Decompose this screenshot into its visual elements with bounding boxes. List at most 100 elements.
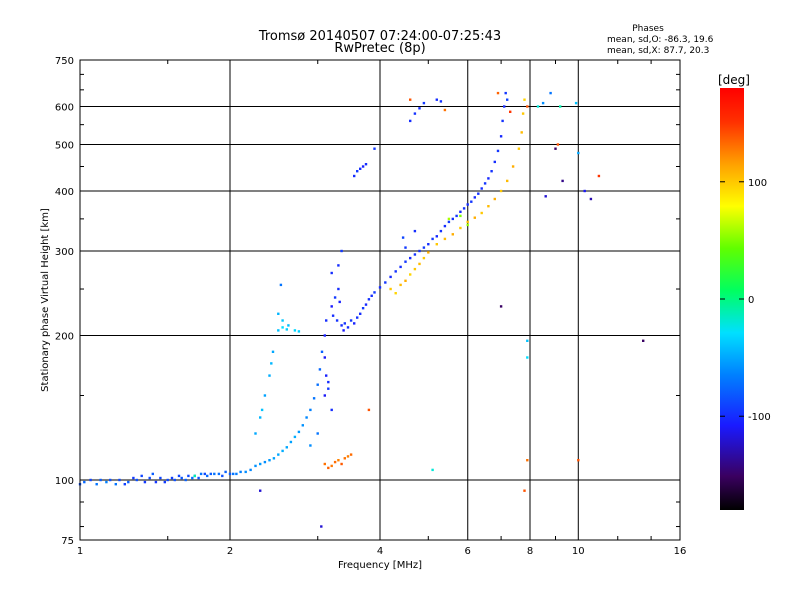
data-point (337, 459, 340, 462)
data-point (213, 472, 216, 476)
data-point (353, 322, 356, 325)
data-point (443, 237, 447, 241)
phases-title: Phases (632, 24, 664, 34)
data-point (109, 478, 112, 482)
chart-subtitle: RwPretec (8p) (334, 41, 425, 56)
data-point (184, 478, 187, 482)
data-point (312, 397, 316, 400)
y-tick-label: 200 (55, 332, 74, 343)
y-tick-label: 400 (55, 187, 74, 198)
phases-o-stats: mean, sd,O: -86.3, 19.6 (607, 35, 714, 45)
data-point (554, 147, 557, 150)
colorbar-tick-label: -100 (748, 412, 771, 423)
data-point (327, 387, 330, 390)
data-point (435, 235, 438, 238)
data-point (99, 478, 102, 482)
data-point (289, 440, 293, 444)
grid-lines (80, 60, 680, 540)
data-point (404, 279, 407, 282)
data-point (427, 251, 430, 254)
data-point (318, 368, 322, 371)
data-point (418, 107, 421, 110)
data-point (447, 217, 451, 221)
data-point (123, 483, 126, 486)
data-point (536, 105, 540, 108)
data-point (254, 464, 257, 468)
data-point (340, 462, 343, 466)
data-point (95, 483, 98, 486)
data-point (466, 223, 469, 227)
data-point (583, 189, 586, 193)
data-point (244, 470, 247, 474)
data-point (268, 459, 271, 462)
data-point (127, 480, 130, 484)
data-point (232, 472, 235, 476)
data-point (443, 224, 447, 228)
data-point (330, 464, 333, 468)
data-point (349, 453, 353, 456)
data-point (506, 98, 509, 101)
data-point (401, 236, 405, 239)
data-point (323, 356, 326, 359)
x-tick-label: 6 (465, 546, 471, 557)
data-point (526, 105, 529, 108)
data-point (549, 91, 552, 95)
data-point (330, 271, 333, 275)
data-point (556, 143, 560, 146)
data-point (285, 328, 288, 331)
data-point (187, 474, 190, 478)
data-point (340, 249, 343, 253)
data-point (384, 281, 387, 284)
data-point (499, 189, 503, 193)
data-point (499, 135, 503, 138)
data-point (330, 305, 333, 308)
data-point (451, 233, 454, 236)
data-point (477, 192, 480, 195)
data-point (132, 476, 135, 480)
y-tick-label: 600 (55, 103, 74, 114)
data-point (259, 462, 262, 466)
data-point (281, 319, 284, 322)
data-point (297, 330, 301, 333)
data-point (589, 197, 593, 201)
data-point (435, 243, 438, 246)
data-point (166, 478, 169, 482)
data-point (173, 478, 176, 482)
data-point (338, 300, 341, 304)
data-point (309, 408, 312, 412)
data-point (413, 253, 417, 256)
data-point (418, 262, 421, 266)
data-point (373, 291, 376, 294)
data-point (323, 334, 326, 337)
data-point (114, 483, 117, 486)
data-point (443, 108, 447, 112)
data-point (378, 286, 382, 289)
data-point (431, 237, 434, 241)
data-point (343, 457, 346, 460)
colorbar-tick-label: 0 (748, 295, 754, 306)
data-point (271, 350, 275, 353)
data-point (279, 283, 283, 287)
data-point (323, 462, 326, 466)
data-point (526, 459, 529, 462)
data-point (170, 476, 174, 480)
data-point (356, 316, 359, 319)
data-point (197, 476, 200, 480)
data-point (422, 246, 426, 249)
data-point (511, 165, 515, 168)
data-point (526, 356, 529, 359)
data-point (327, 466, 330, 470)
data-point (509, 110, 512, 113)
data-point (466, 220, 469, 224)
data-point (455, 214, 458, 218)
data-point (293, 329, 297, 332)
data-point (439, 229, 443, 233)
data-point (353, 174, 356, 178)
data-point (342, 329, 345, 332)
x-tick-label: 10 (572, 546, 585, 557)
x-tick-label: 8 (527, 546, 533, 557)
data-point (287, 324, 290, 327)
data-point (439, 100, 443, 103)
data-point (281, 326, 284, 329)
data-point (206, 474, 209, 478)
